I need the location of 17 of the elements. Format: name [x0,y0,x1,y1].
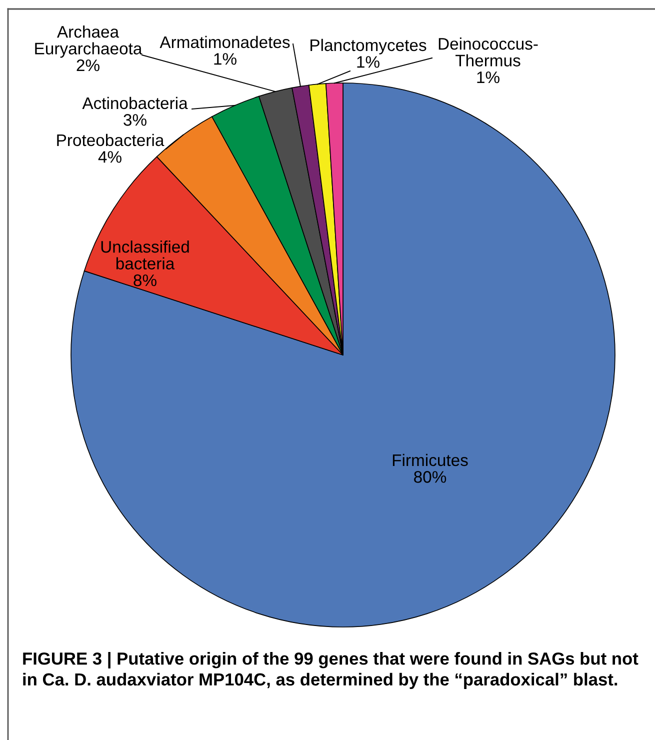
slice-label: Planctomycetes [310,38,426,54]
slice-label: Archaea Euryarchaeota [35,25,142,58]
data-label: 1% [357,56,380,68]
data-label: 4% [98,151,122,163]
data-label: 8% [134,274,156,286]
slice-label: Deinococcus- Thermus [438,37,538,66]
slice-label: Armatimonadetes [160,36,290,48]
slice-label: Actinobacteria [82,96,188,110]
data-label: 1% [214,53,236,65]
data-label: 3% [124,114,146,126]
slice-label: Firmicutes [392,454,468,466]
slice-label: Proteobacteria [57,134,164,146]
data-label: 2% [76,59,100,72]
slice-label: Unclassified bacteria [101,240,189,270]
caption: FIGURE 3 | Putative origin of the 99 genes that were found in SAGs but not in Ca. D. audaxviator MP104C, as determined by the “paradoxical” blast. [23,652,638,690]
data-label: 80% [414,471,446,483]
data-label: 1% [477,71,500,84]
